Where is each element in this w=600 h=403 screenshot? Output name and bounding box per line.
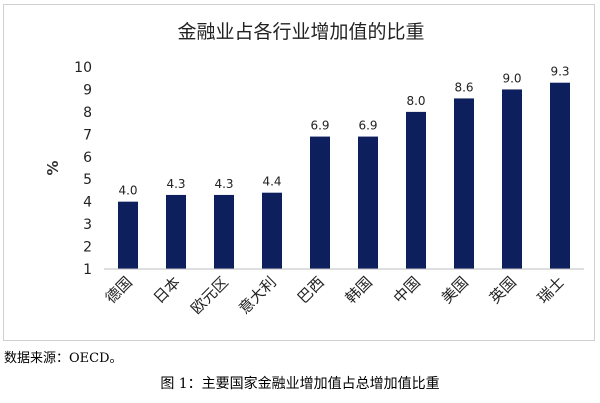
- bar: [118, 201, 138, 269]
- data-label: 4.3: [166, 177, 185, 191]
- category-label: 中国: [390, 273, 424, 307]
- data-label: 9.3: [550, 65, 569, 79]
- y-tick-label: 5: [83, 172, 92, 188]
- bar: [454, 98, 474, 269]
- data-label: 8.6: [454, 80, 473, 94]
- y-tick-label: 3: [83, 217, 92, 233]
- bar: [358, 136, 378, 269]
- data-label: 4.3: [214, 177, 233, 191]
- y-axis-label: %: [44, 160, 62, 175]
- bar: [550, 82, 570, 269]
- y-tick-label: 4: [83, 195, 92, 211]
- y-tick-label: 7: [83, 127, 92, 143]
- y-tick-label: 8: [83, 105, 92, 121]
- data-label: 6.9: [358, 119, 377, 133]
- data-label: 4.4: [262, 175, 281, 189]
- bar: [262, 192, 282, 269]
- data-label: 8.0: [406, 94, 425, 108]
- data-label: 6.9: [310, 119, 329, 133]
- bar: [406, 111, 426, 269]
- category-label: 美国: [438, 273, 472, 307]
- data-label: 9.0: [502, 71, 521, 85]
- category-label: 意大利: [235, 273, 280, 318]
- y-tick-label: 10: [74, 60, 92, 76]
- category-label: 韩国: [342, 273, 376, 307]
- category-label: 瑞士: [534, 273, 568, 307]
- category-label: 欧元区: [187, 273, 232, 318]
- y-tick-label: 9: [83, 82, 92, 98]
- category-label: 德国: [102, 273, 136, 307]
- bar: [166, 194, 186, 269]
- y-tick-label: 1: [83, 262, 92, 278]
- bar-chart: 金融业占各行业增加值的比重 % 1 2 3 4 5 6 7 8 9 10 4.0 德国 4.3 日本 4.…: [44, 21, 584, 318]
- bar: [214, 194, 234, 269]
- chart-title: 金融业占各行业增加值的比重: [177, 21, 424, 43]
- y-tick-label: 2: [83, 240, 92, 256]
- category-label: 巴西: [294, 273, 328, 307]
- category-label: 日本: [150, 273, 184, 307]
- figure-caption: 图 1：主要国家金融业增加值占总增加值比重: [160, 376, 440, 392]
- category-label: 英国: [486, 273, 520, 307]
- chart-frame: 金融业占各行业增加值的比重 % 1 2 3 4 5 6 7 8 9 10 4.0 德国 4.3 日本 4.…: [3, 4, 595, 341]
- data-label: 4.0: [118, 184, 137, 198]
- bar: [502, 89, 522, 269]
- y-tick-label: 6: [83, 150, 92, 166]
- bar: [310, 136, 330, 269]
- source-note: 数据来源：OECD。: [4, 351, 123, 366]
